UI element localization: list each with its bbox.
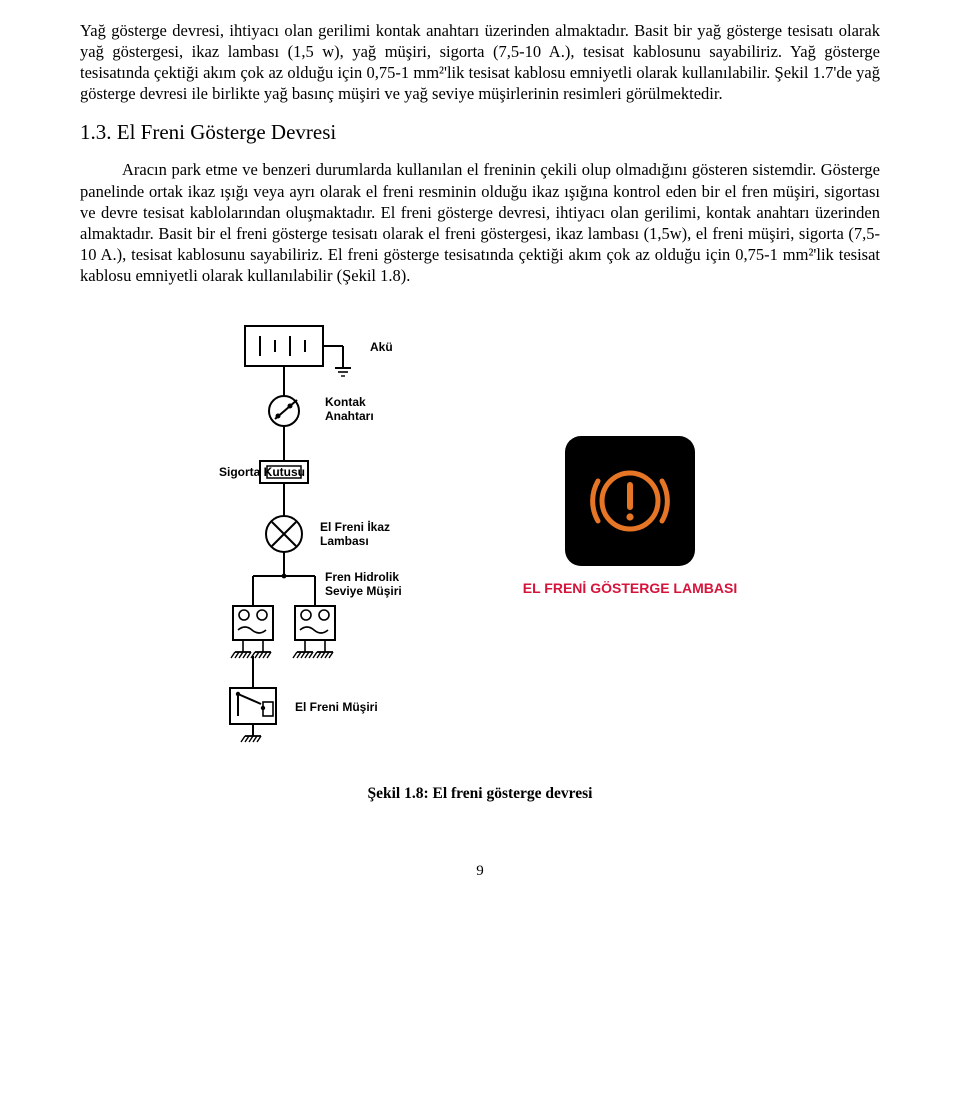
- sensor-box-icon: [295, 606, 335, 640]
- label-kontak-2: Anahtarı: [325, 409, 374, 423]
- hydraulic-sensor-icon: [233, 606, 273, 640]
- warning-lamp-icon: [266, 516, 302, 552]
- label-ikaz-2: Lambası: [320, 534, 369, 548]
- label-hidrolik-1: Fren Hidrolik: [325, 570, 399, 584]
- paragraph-oil-gauge: Yağ gösterge devresi, ihtiyacı olan geri…: [80, 20, 880, 104]
- figure-caption: Şekil 1.8: El freni gösterge devresi: [80, 785, 880, 803]
- section-heading: 1.3. El Freni Gösterge Devresi: [80, 120, 880, 145]
- battery-icon: [245, 326, 323, 366]
- label-sigorta: Sigorta Kutusu: [219, 465, 305, 479]
- figure-area: Akü Kontak Anahtarı: [80, 316, 880, 761]
- ignition-switch-icon: [269, 396, 299, 426]
- indicator-lamp-panel: EL FRENİ GÖSTERGE LAMBASI: [505, 316, 755, 596]
- page-number: 9: [80, 863, 880, 880]
- circuit-diagram: Akü Kontak Anahtarı: [205, 316, 475, 761]
- label-musir: El Freni Müşiri: [295, 700, 378, 714]
- handbrake-switch-icon: [230, 688, 276, 724]
- label-ikaz-1: El Freni İkaz: [320, 519, 390, 534]
- label-aku: Akü: [370, 340, 393, 354]
- handbrake-lamp-icon: [565, 436, 695, 566]
- lamp-caption: EL FRENİ GÖSTERGE LAMBASI: [523, 580, 737, 596]
- paragraph-handbrake: Aracın park etme ve benzeri durumlarda k…: [80, 159, 880, 286]
- label-kontak-1: Kontak: [325, 395, 366, 409]
- label-hidrolik-2: Seviye Müşiri: [325, 584, 402, 598]
